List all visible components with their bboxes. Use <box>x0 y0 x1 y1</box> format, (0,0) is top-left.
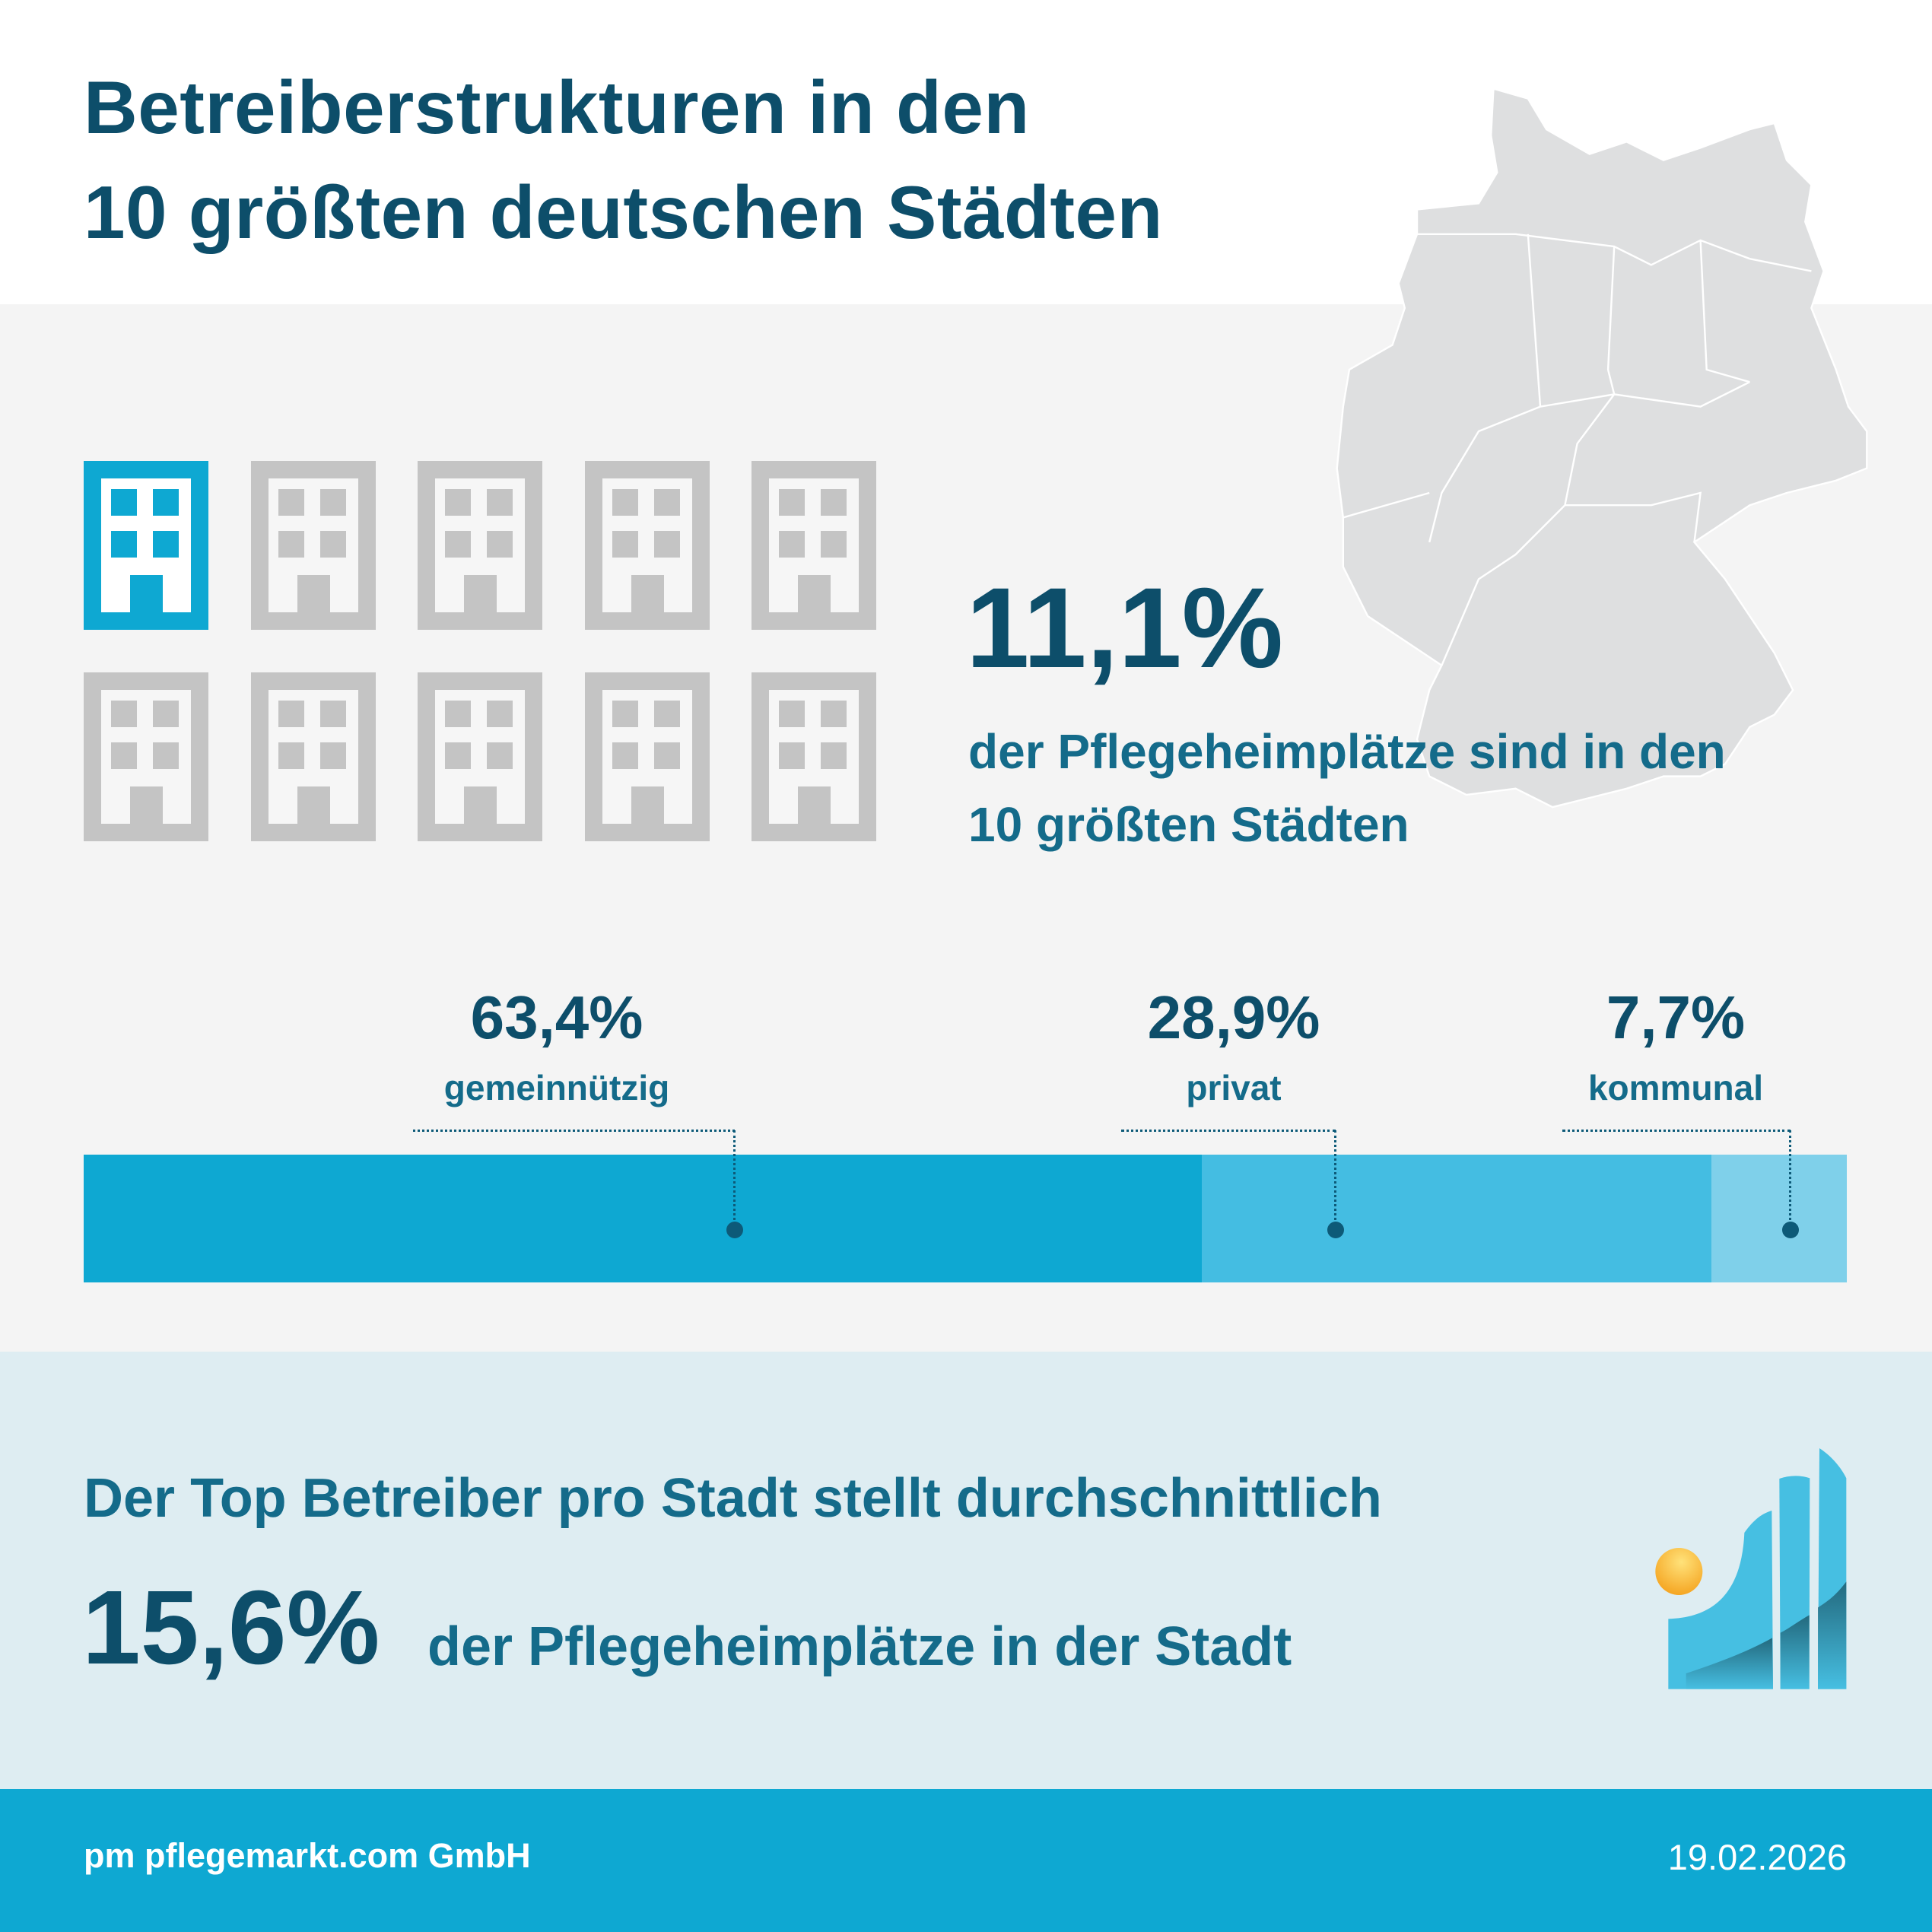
top-operator-section <box>0 1352 1932 1789</box>
building-icon <box>585 672 710 841</box>
building-icon <box>251 672 376 841</box>
title-line-2: 10 größten deutschen Städten <box>84 170 1163 254</box>
operator-stacked-bar <box>84 1155 1847 1282</box>
germany-map <box>1336 87 1868 809</box>
top-operator-value: 15,6% <box>82 1569 380 1686</box>
title-line-1: Betreiberstrukturen in den <box>84 65 1030 149</box>
operator-label-privat: privat <box>1186 1068 1282 1107</box>
top-operator-text: der Pflegeheimplätze in der Stadt <box>427 1616 1292 1677</box>
share-text: der Pflegeheimplätze sind in den 10 größ… <box>968 715 1726 861</box>
leader-dot <box>1782 1222 1799 1238</box>
leader-line <box>1121 1130 1336 1132</box>
leader-line <box>413 1130 735 1132</box>
operator-value-privat: 28,9% <box>1147 983 1320 1051</box>
share-text-line-2: 10 größten Städten <box>968 797 1409 852</box>
pflegemarkt-logo <box>1655 1448 1847 1689</box>
building-icon <box>585 461 710 630</box>
building-icon <box>752 461 876 630</box>
leader-dot <box>1327 1222 1344 1238</box>
leader-line <box>1789 1130 1791 1229</box>
leader-dot <box>726 1222 743 1238</box>
building-icon <box>251 461 376 630</box>
operator-value-gemeinnuetzig: 63,4% <box>470 983 643 1051</box>
bar-segment-kommunal <box>1711 1155 1847 1282</box>
page-title: Betreiberstrukturen in den 10 größten de… <box>84 55 1163 265</box>
leader-line <box>1334 1130 1336 1229</box>
building-icon <box>418 461 542 630</box>
leader-line <box>1562 1130 1791 1132</box>
top-operator-intro: Der Top Betreiber pro Stadt stellt durch… <box>84 1468 1382 1529</box>
building-icon <box>752 672 876 841</box>
footer-company: pm pflegemarkt.com GmbH <box>84 1836 531 1875</box>
building-icon <box>418 672 542 841</box>
share-value: 11,1% <box>966 564 1284 691</box>
building-icon <box>84 672 208 841</box>
footer <box>0 1789 1932 1932</box>
building-icon <box>84 461 208 630</box>
footer-date: 19.02.2026 <box>1667 1837 1847 1877</box>
operator-label-kommunal: kommunal <box>1587 1068 1764 1107</box>
operator-value-kommunal: 7,7% <box>1606 983 1746 1051</box>
operator-label-gemeinnuetzig: gemeinnützig <box>443 1068 670 1107</box>
leader-line <box>733 1130 736 1229</box>
bar-segment-gemeinnützig <box>84 1155 1202 1282</box>
share-text-line-1: der Pflegeheimplätze sind in den <box>968 724 1726 779</box>
bar-segment-privat <box>1201 1155 1711 1282</box>
